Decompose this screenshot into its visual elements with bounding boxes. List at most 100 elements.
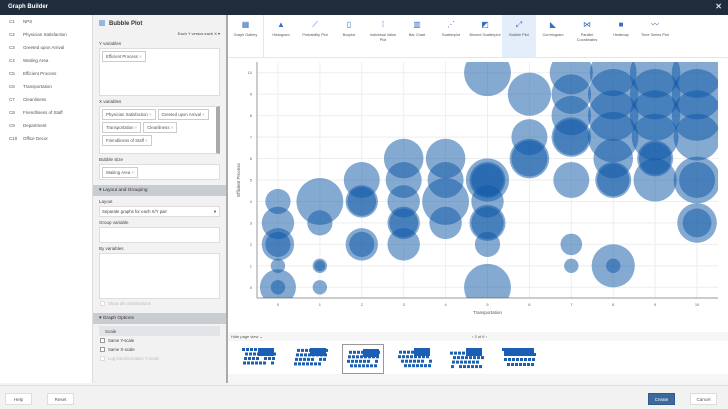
graph-options-header[interactable]: ▾ Graph Options: [93, 313, 226, 324]
bubble: [464, 263, 511, 298]
thumbnail-mark: [361, 350, 364, 354]
tool-bar-chart[interactable]: ▥ Bar Chart: [400, 15, 434, 57]
bubble: [429, 206, 462, 240]
variable-item[interactable]: C4 Waiting Area: [0, 54, 92, 67]
variable-chip[interactable]: Efficient Process: [102, 51, 146, 62]
page-thumbnail[interactable]: [498, 344, 540, 374]
thumbnail-mark: [299, 357, 302, 361]
variable-item[interactable]: C7 Cleanliness: [0, 93, 92, 106]
variable-item[interactable]: C2 Physician Satisfaction: [0, 28, 92, 41]
thumbnail-mark: [507, 363, 510, 366]
y-tick-label: 10: [248, 70, 253, 75]
page-thumbnail[interactable]: [446, 344, 488, 374]
group-variable-box[interactable]: [99, 227, 220, 243]
variable-item[interactable]: C9 Department: [0, 119, 92, 132]
variable-chip[interactable]: Physician Satisfaction: [102, 109, 156, 120]
variable-chip[interactable]: Waiting Area: [102, 167, 138, 178]
thumbnail-mark: [467, 365, 470, 369]
variable-chip[interactable]: Transportation: [102, 122, 142, 133]
x-tick-label: 9: [654, 302, 657, 307]
thumbnail-mark: [418, 355, 421, 359]
same-x-checkbox[interactable]: Same X-scale: [93, 345, 226, 354]
close-icon[interactable]: ✕: [715, 2, 722, 11]
tool-label: Scatterplot: [441, 33, 461, 37]
y-variables-box[interactable]: Efficient Process: [99, 48, 220, 96]
tool-boxplot[interactable]: ▯ Boxplot: [332, 15, 366, 57]
show-all-checkbox[interactable]: Show all combinations: [93, 299, 226, 308]
variable-chip[interactable]: Greeted upon Arrival: [157, 109, 209, 120]
thumbnail-mark: [318, 362, 321, 366]
x-tick-label: 8: [612, 302, 615, 307]
layout-select[interactable]: Separate graphs for each X/Y pair: [99, 206, 220, 217]
variable-item[interactable]: C3 Greeted upon Arrival: [0, 41, 92, 54]
variable-item[interactable]: C10 Office Decor: [0, 132, 92, 145]
bubble: [673, 113, 718, 161]
scatterplot-icon: ⋰: [447, 20, 455, 29]
tool-heatmap[interactable]: ■ Heatmap: [604, 15, 638, 57]
bubble: [560, 233, 583, 256]
thumbnail-mark: [461, 356, 464, 360]
same-y-checkbox[interactable]: Same Y-scale: [93, 336, 226, 345]
variable-chip[interactable]: Friendliness of Staff: [102, 135, 152, 146]
next-page-button[interactable]: ›: [485, 334, 487, 339]
thumbnail-mark: [520, 358, 523, 361]
tool-bubble-plot[interactable]: ⤢ Bubble Plot: [502, 15, 536, 57]
by-variables-box[interactable]: [99, 253, 220, 299]
bubble: [387, 228, 420, 261]
tool-label: Probability Plot: [302, 33, 328, 37]
thumbnail-mark: [416, 364, 419, 368]
thumbnail-mark: [476, 360, 479, 364]
tool-scatterplot[interactable]: ⋰ Scatterplot: [434, 15, 468, 57]
page-thumbnail[interactable]: [290, 344, 332, 374]
prev-page-button[interactable]: ‹: [472, 334, 474, 339]
tool-parallel-coordinates[interactable]: ⋈ Parallel Coordinates: [570, 15, 604, 57]
tool-probability-plot[interactable]: ⟋ Probability Plot: [298, 15, 332, 57]
variable-chip[interactable]: Cleanliness: [143, 122, 178, 133]
thumbnail-mark: [370, 364, 373, 368]
thumbnail-mark: [508, 358, 511, 361]
page-thumbnail[interactable]: [238, 344, 280, 374]
thumbnail-mark: [252, 357, 255, 360]
page-thumbnail[interactable]: [342, 344, 384, 374]
cancel-button[interactable]: Cancel: [690, 393, 717, 405]
thumbnail-mark: [306, 362, 309, 366]
thumbnail-mark: [533, 353, 536, 356]
bubble-size-box[interactable]: Waiting Area: [99, 164, 220, 180]
thumbnail-mark: [412, 364, 415, 368]
thumbnail-mark: [404, 364, 407, 368]
thumbnail-mark: [374, 364, 377, 368]
page-thumbnail[interactable]: [394, 344, 436, 374]
thumbnail-mark: [451, 365, 454, 369]
x-variables-box[interactable]: Physician SatisfactionGreeted upon Arriv…: [99, 106, 220, 154]
individual-value-plot-icon: ⁞: [381, 20, 385, 29]
thumbnail-mark: [531, 363, 534, 366]
mode-dropdown[interactable]: Each Y versus each X ▾: [177, 31, 220, 36]
tool-individual-value-plot[interactable]: ⁞ Individual Value Plot: [366, 15, 400, 57]
thumbnail-mark: [353, 350, 356, 354]
variable-item[interactable]: C6 Transportation: [0, 80, 92, 93]
tool-correlogram[interactable]: ◣ Correlogram: [536, 15, 570, 57]
variable-item[interactable]: C1 NPS: [0, 15, 92, 28]
thumbnail-mark: [471, 365, 474, 369]
thumbnail-mark: [457, 356, 460, 360]
thumbnail-mark: [354, 364, 357, 368]
y-axis-title: Efficient Process: [236, 163, 241, 197]
tool-time-series[interactable]: 〰 Time Series Plot: [638, 15, 672, 57]
tool-binned-scatterplot[interactable]: ◩ Binned Scatterplot: [468, 15, 502, 57]
create-button[interactable]: Create: [648, 393, 675, 405]
variable-item[interactable]: C8 Friendliness of Staff: [0, 106, 92, 119]
tool-histogram[interactable]: ▲ Histogram: [264, 15, 298, 57]
histogram-icon: ▲: [277, 20, 285, 29]
thumbnail-mark: [405, 359, 408, 363]
bubble: [296, 178, 344, 225]
tool-grid[interactable]: ▦ Graph Gallery: [228, 15, 264, 57]
reset-button[interactable]: Reset: [47, 393, 74, 405]
thumbnail-mark: [527, 363, 530, 366]
variable-item[interactable]: C5 Efficient Process: [0, 67, 92, 80]
help-button[interactable]: Help: [5, 393, 32, 405]
log-y-checkbox[interactable]: Log transformation Y scale: [93, 354, 226, 363]
layout-section-header[interactable]: ▾ Layout and Grouping: [93, 185, 226, 196]
bubble-plot-icon: ⤢: [515, 20, 523, 29]
boxplot-icon: ▯: [346, 20, 352, 29]
hide-page-view-toggle[interactable]: Hide page view ⌄: [231, 334, 263, 339]
